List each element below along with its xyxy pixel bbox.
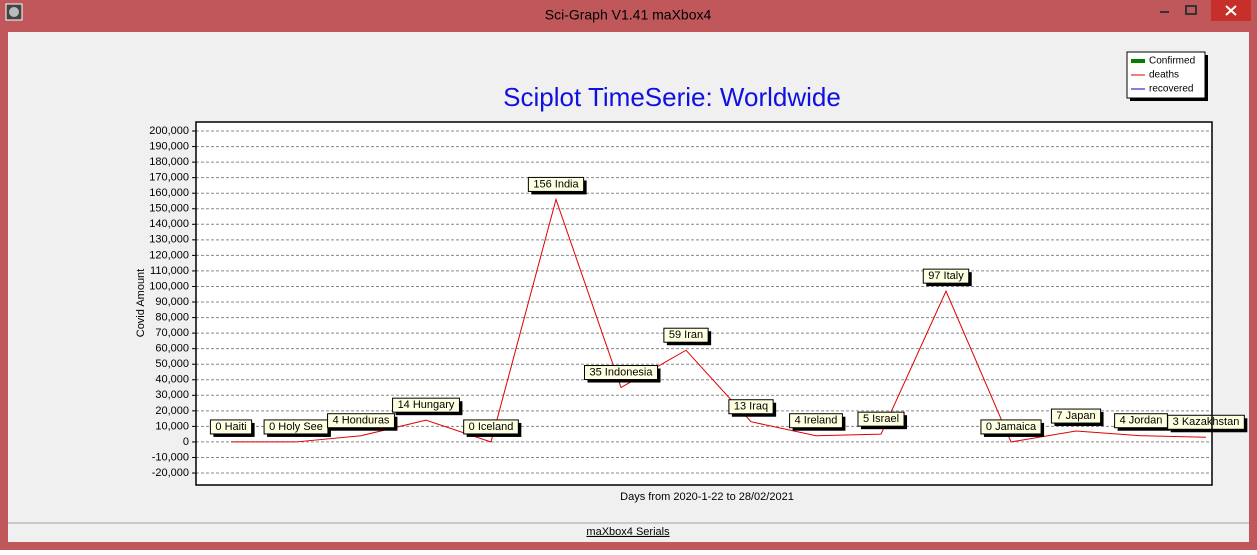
value-label-box <box>1050 408 1102 424</box>
y-tick-label: -10,000 <box>152 451 189 463</box>
y-tick-label: 200,000 <box>149 125 189 137</box>
value-label-box <box>857 411 905 427</box>
value-label: 13 Iraq <box>728 399 777 417</box>
value-label: 5 Israel <box>857 411 908 430</box>
y-tick-label: 180,000 <box>149 156 189 168</box>
y-tick-label: 20,000 <box>155 405 189 417</box>
y-tick-label: 50,000 <box>155 358 189 370</box>
value-label-text: 4 Honduras <box>333 415 390 427</box>
maximize-button[interactable] <box>1185 5 1197 15</box>
value-label-text: 13 Iraq <box>734 401 768 413</box>
value-label: 156 India <box>527 176 587 195</box>
y-tick-label: 150,000 <box>149 203 189 215</box>
chart: Sciplot TimeSerie: Worldwide Covid Amount… <box>135 51 1248 503</box>
plot-border <box>195 121 1213 486</box>
minimize-button[interactable] <box>1160 11 1169 13</box>
y-tick-label: 110,000 <box>150 265 189 277</box>
window-title: Sci-Graph V1.41 maXbox4 <box>545 7 712 23</box>
value-label: 4 Honduras <box>327 413 398 431</box>
y-tick-label: 170,000 <box>149 172 189 184</box>
value-label: 0 Holy See <box>263 419 331 437</box>
y-tick-label: 30,000 <box>155 389 189 401</box>
chart-title: Sciplot TimeSerie: Worldwide <box>503 82 841 112</box>
legend-label: recovered <box>1149 84 1193 95</box>
close-icon <box>1225 5 1237 16</box>
y-tick-label: 60,000 <box>155 343 189 355</box>
value-label: 0 Haiti <box>209 419 255 437</box>
y-tick-label: 120,000 <box>149 249 189 261</box>
y-tick-label: 90,000 <box>155 296 189 308</box>
y-tick-label: 80,000 <box>155 311 189 323</box>
value-label-text: 0 Haiti <box>215 421 246 433</box>
value-label: 97 Italy <box>922 268 972 287</box>
y-tick-label: 140,000 <box>149 218 189 230</box>
y-tick-label: -20,000 <box>152 467 189 479</box>
value-label-text: 0 Iceland <box>469 421 514 433</box>
value-label-box <box>327 413 395 429</box>
value-label-box <box>789 413 843 429</box>
y-tick-label: 100,000 <box>149 280 189 292</box>
y-tick-label: 160,000 <box>149 187 189 199</box>
value-label-box <box>728 399 774 415</box>
value-label-text: 5 Israel <box>863 413 899 425</box>
value-label-box <box>980 419 1042 435</box>
legend-label: Confirmed <box>1149 56 1195 67</box>
value-label-text: 3 Kazakhstan <box>1173 416 1240 428</box>
value-label: 4 Jordan <box>1114 413 1171 431</box>
value-label-box <box>922 268 970 284</box>
y-tick-label: 70,000 <box>155 327 189 339</box>
value-label: 7 Japan <box>1050 408 1104 427</box>
value-label: 14 Hungary <box>392 397 463 416</box>
y-tick-label: 0 <box>183 436 189 448</box>
value-label-text: 0 Jamaica <box>986 421 1037 433</box>
value-label: 0 Jamaica <box>980 419 1045 437</box>
value-label: 4 Ireland <box>789 413 846 431</box>
status-text[interactable]: maXbox4 Serials <box>586 526 670 538</box>
value-label-text: 97 Italy <box>928 270 964 282</box>
legend: Confirmed deaths recovered <box>1126 51 1208 101</box>
value-label-text: 156 India <box>533 178 579 190</box>
value-label-box <box>527 176 585 192</box>
value-label-box <box>1167 414 1245 430</box>
value-label-box <box>463 419 519 435</box>
value-label: 3 Kazakhstan <box>1167 414 1248 433</box>
value-label-text: 59 Iran <box>669 329 703 341</box>
value-label: 0 Iceland <box>463 419 522 437</box>
value-label: 59 Iran <box>663 327 712 346</box>
value-label-text: 4 Jordan <box>1120 415 1163 427</box>
x-axis-label: Days from 2020-1-22 to 28/02/2021 <box>620 491 794 503</box>
app-icon-dot <box>9 7 19 17</box>
y-tick-label: 190,000 <box>149 140 189 152</box>
value-label-box <box>663 327 709 343</box>
value-label-text: 0 Holy See <box>269 421 323 433</box>
value-label-box <box>392 397 460 413</box>
y-tick-label: 130,000 <box>149 234 189 246</box>
value-label-text: 7 Japan <box>1056 410 1095 422</box>
value-label-box <box>209 419 253 435</box>
value-label-text: 35 Indonesia <box>590 366 654 378</box>
value-label: 35 Indonesia <box>584 365 661 383</box>
y-axis-label: Covid Amount <box>135 269 147 337</box>
y-tick-label: 40,000 <box>155 374 189 386</box>
value-label-text: 4 Ireland <box>795 415 838 427</box>
value-label-text: 14 Hungary <box>398 399 455 411</box>
value-label-box <box>584 365 658 381</box>
y-tick-label: 10,000 <box>155 420 189 432</box>
legend-label: deaths <box>1149 70 1179 81</box>
